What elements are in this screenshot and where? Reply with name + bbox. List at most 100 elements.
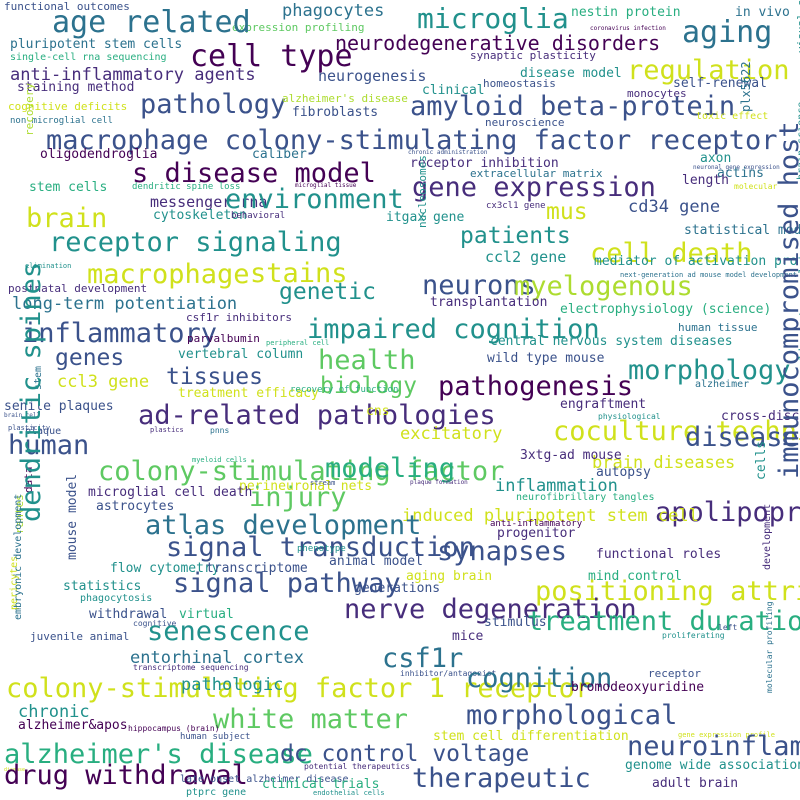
- word-clinical-trials: clinical trials: [262, 777, 380, 792]
- word-health: health: [318, 345, 416, 376]
- word-plx5622: plx5622: [739, 61, 753, 112]
- word-self-renewal: self-renewal: [673, 76, 767, 91]
- word-genes: genes: [55, 345, 125, 371]
- word-physiological: physiological: [598, 412, 661, 421]
- word-ccl2-gene: ccl2 gene: [485, 248, 567, 266]
- word-csf1r-inhibitors: csf1r inhibitors: [186, 311, 292, 324]
- word-perineuronal-nets: perineuronal nets: [239, 479, 373, 494]
- word-pathologic: pathologic: [181, 675, 284, 695]
- word-vertebral-column: vertebral column: [178, 347, 304, 362]
- word-brain-cell: brain cell: [4, 412, 41, 419]
- word-neurogenesis: neurogenesis: [318, 67, 427, 85]
- word-animal-model: animal model: [329, 554, 423, 569]
- word-colony-stimulating-factor-1-receptor: colony-stimulating factor 1 receptor: [6, 673, 592, 704]
- word-alzheimer-s-disease: alzheimer's disease: [4, 739, 313, 770]
- word-staining-method: staining method: [17, 80, 135, 95]
- word-human-tissue: human tissue: [678, 321, 758, 334]
- word-ad-related-pathologies: ad-related pathologies: [138, 400, 496, 431]
- word-cross-disciplinary-approach: cross-disciplinary approach: [721, 409, 800, 424]
- word-oligodendroglia: oligodendroglia: [40, 147, 158, 162]
- word-homeostasis: homeostasis: [483, 77, 556, 90]
- word-cns: cns: [366, 404, 390, 419]
- word-visual-cortex: visual cortex: [795, 0, 800, 53]
- word-treatment-duration: treatment duration: [527, 606, 800, 637]
- word-molecular: molecular: [734, 182, 778, 191]
- word-apolipoprotein-e: apolipoprotein e: [655, 497, 800, 528]
- word-cognitive-deficits: cognitive deficits: [8, 100, 128, 113]
- word-neurodegenerative-disorders: neurodegenerative disorders: [335, 31, 661, 55]
- word-gene-expression-profile: gene expression profile: [678, 731, 775, 739]
- word-recovery: recovery: [23, 83, 36, 136]
- word-late-onset-alzheimer-disease: late onset alzheimer disease: [180, 774, 349, 785]
- word-mice: mice: [452, 629, 484, 644]
- word-plaque: plaque: [25, 426, 62, 437]
- word-morphological: morphological: [466, 700, 678, 731]
- word-phagocytosis: phagocytosis: [80, 593, 153, 604]
- word-signal-transduction: signal transduction: [166, 532, 475, 563]
- word-stimulus: stimulus: [484, 615, 547, 630]
- word-messenger-rna: messenger rna: [150, 193, 268, 211]
- word-anti-inflammatory-agents: anti-inflammatory agents: [10, 65, 256, 85]
- word-functional-outcomes: functional outcomes: [4, 0, 130, 13]
- word-astrocytes: astrocytes: [96, 499, 175, 514]
- word-neurons: neurons: [422, 270, 536, 301]
- word-plastics: plastics: [150, 426, 184, 434]
- word-cognition: cognition: [466, 663, 613, 694]
- word-inhibitor-antagonist: inhibitor/antagonist: [400, 669, 497, 678]
- word-withdrawal: withdrawal: [89, 607, 168, 622]
- word-engraftment: engraftment: [560, 397, 647, 412]
- word-cd34-gene: cd34 gene: [628, 197, 721, 217]
- word-length: length: [682, 173, 729, 188]
- word-long-term-potentiation: long-term potentiation: [12, 294, 238, 314]
- word-ccl3-gene: ccl3 gene: [57, 372, 150, 392]
- word-microglia: microglia: [417, 2, 569, 35]
- word-coronavirus-infection: coronavirus infection: [590, 25, 666, 32]
- word-potential-therapeutics: potential therapeutics: [304, 762, 410, 771]
- word-mediator-of-activation-protein: mediator of activation protein: [594, 254, 800, 269]
- word-dendritic-spines: dendritic spines: [16, 261, 47, 522]
- word-cx3cl1-gene: cx3cl1 gene: [486, 201, 546, 211]
- word-pathogenesis: pathogenesis: [438, 371, 634, 402]
- word-recovery-of-function: recovery of function: [290, 385, 399, 395]
- word-macrophage: macrophage: [87, 259, 250, 290]
- word-senescence: senescence: [147, 616, 310, 647]
- word-peripheral-cell: peripheral cell: [266, 339, 330, 347]
- word-3xtg-ad-mouse: 3xtg-ad mouse: [520, 448, 622, 463]
- word-postnatal-development: postnatal development: [8, 282, 148, 295]
- word-expression-profiling: expression profiling: [232, 21, 365, 34]
- word-alzheimer-s-disease: alzheimer's disease: [282, 92, 408, 105]
- word-elimination: elimination: [25, 262, 72, 270]
- word-inflammation: inflammation: [495, 476, 618, 496]
- word-genetic: genetic: [279, 279, 376, 305]
- word-induced-pluripotent-stem-cell: induced pluripotent stem cell: [402, 506, 699, 526]
- word-endothelial-cells: endothelial cells: [313, 789, 385, 797]
- word-phenotype: phenotype: [297, 544, 346, 554]
- word-pnns: pnns: [210, 426, 230, 435]
- word-embryonic-development: embryonic development: [13, 493, 24, 620]
- word-receptor: receptor: [648, 667, 701, 680]
- word-pluripotent-stem-cells: pluripotent stem cells: [10, 37, 183, 52]
- word-receptor-signaling: receptor signaling: [49, 227, 342, 258]
- word-autopsy: autopsy: [596, 465, 651, 480]
- word-molecular-profiling: molecular profiling: [765, 601, 774, 693]
- word-drug-withdrawal: drug withdrawal: [4, 760, 248, 791]
- word-human: human: [8, 430, 90, 461]
- word-aging: aging: [682, 15, 773, 50]
- word-dc-control-voltage: dc control voltage: [280, 741, 530, 767]
- word-nucleosomes: nucleosomes: [416, 155, 429, 228]
- word-plaque-formation: plaque formation: [410, 479, 468, 486]
- word-synaptic-plasticity: synaptic plasticity: [470, 49, 596, 62]
- word-bromodeoxyuridine: bromodeoxyuridine: [571, 680, 705, 695]
- word-statistics: statistics: [63, 579, 142, 594]
- word-functional-roles: functional roles: [596, 547, 722, 562]
- word-myelogenous: myelogenous: [514, 271, 693, 302]
- word-mind-control: mind control: [588, 569, 682, 584]
- word-ptprc-gene: ptprc gene: [186, 787, 247, 798]
- word-microglial-cell-death: microglial cell death: [88, 485, 253, 500]
- word-environment: environment: [225, 184, 404, 215]
- word-neurofibrillary-tangles: neurofibrillary tangles: [516, 492, 655, 503]
- word-nerve-degeneration: nerve degeneration: [344, 594, 637, 625]
- word-neuroscience: neuroscience: [485, 116, 565, 129]
- word-synapses: synapses: [437, 536, 568, 567]
